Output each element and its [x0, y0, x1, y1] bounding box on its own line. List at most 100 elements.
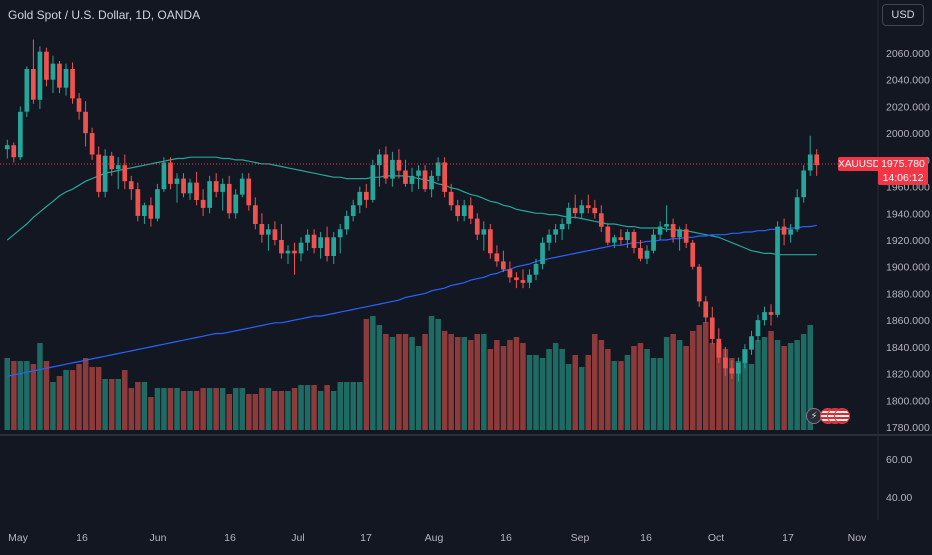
candle — [501, 250, 506, 273]
x-tick-label: 16 — [500, 532, 512, 544]
volume-bar — [219, 388, 226, 430]
volume-bar — [735, 361, 742, 430]
volume-bar — [761, 337, 768, 430]
volume-bar — [624, 355, 631, 430]
x-tick-label: Aug — [425, 532, 444, 544]
candle — [585, 194, 591, 214]
candle — [344, 210, 350, 235]
volume-bar — [742, 349, 748, 430]
candle — [155, 183, 160, 222]
volume-bar — [585, 355, 591, 430]
candle — [488, 224, 493, 259]
x-tick-label: 16 — [224, 532, 236, 544]
y-tick-label: 1880.000 — [886, 288, 930, 300]
y-tick-label: 1800.000 — [886, 395, 930, 407]
x-tick-label: 16 — [640, 532, 652, 544]
volume-bar — [304, 385, 311, 430]
last-price-value: 1975.780 — [881, 158, 925, 170]
candle — [651, 229, 656, 254]
us-flag-icon[interactable] — [834, 408, 850, 424]
chart-title: Gold Spot / U.S. Dollar, 1D, OANDA — [8, 8, 201, 22]
volume-bar — [233, 388, 239, 430]
y-tick-label: 2060.000 — [886, 48, 930, 60]
candle — [788, 224, 793, 243]
x-axis[interactable]: May 16 Jun 16 Jul 17 Aug 16 Sep 16 Oct 17 Nov — [8, 532, 867, 544]
volume-bar — [344, 382, 350, 430]
candle — [533, 258, 539, 281]
candle — [18, 106, 23, 160]
x-tick-label: 17 — [782, 532, 794, 544]
y-tick-label: 2040.000 — [886, 75, 930, 87]
candle — [579, 199, 585, 219]
candle — [135, 182, 141, 222]
candle — [670, 218, 676, 243]
volume-bar — [703, 322, 709, 430]
volume-bar — [807, 325, 813, 430]
volume-bar — [193, 391, 200, 430]
candle — [442, 157, 447, 198]
candle — [337, 224, 343, 254]
currency-button[interactable]: USD — [882, 4, 924, 26]
candle — [468, 197, 474, 224]
y-tick-label: 2000.000 — [886, 128, 930, 140]
candle — [690, 240, 696, 270]
volume-bar — [76, 364, 82, 430]
volume-bar — [337, 382, 343, 430]
volume-bar — [637, 343, 644, 430]
candle — [572, 194, 578, 219]
candle — [749, 330, 754, 355]
candle — [259, 213, 265, 243]
volume-bar — [676, 340, 683, 430]
candle — [213, 173, 219, 198]
volume-bar — [239, 388, 245, 430]
y-tick-label: 1780.000 — [886, 422, 930, 434]
volume-bar — [683, 346, 689, 430]
volume-bar — [24, 361, 30, 430]
y-axis[interactable]: 2060.0002040.0002020.0002000.0001980.000… — [886, 48, 930, 504]
candle — [801, 165, 806, 203]
candle — [370, 159, 376, 203]
x-tick-label: Oct — [708, 532, 724, 544]
candle — [520, 269, 526, 289]
volume-bar — [598, 340, 605, 430]
volume-bar — [774, 340, 781, 430]
candle — [70, 62, 75, 104]
volume-bar — [226, 394, 232, 430]
volume-bar — [500, 346, 507, 430]
candle — [37, 46, 43, 110]
candle — [631, 229, 637, 254]
candle — [194, 171, 199, 206]
volume-bar — [618, 361, 624, 430]
candle — [187, 178, 193, 200]
volume-bar — [89, 367, 95, 430]
candle — [377, 149, 382, 187]
volume-bar — [37, 343, 43, 430]
volume-bar — [690, 331, 696, 430]
volume-bar — [565, 364, 572, 430]
volume-bar — [441, 331, 448, 430]
candle — [128, 175, 134, 200]
event-markers[interactable]: ⚡ — [806, 408, 856, 426]
y-tick-label: 40.00 — [886, 492, 912, 504]
volume-bar — [592, 334, 598, 430]
candle — [709, 306, 715, 345]
y-tick-label: 1820.000 — [886, 369, 930, 381]
volume-bar — [487, 349, 494, 430]
candle — [455, 199, 460, 222]
candle — [83, 101, 88, 147]
volume-bar — [206, 388, 213, 430]
x-tick-label: 17 — [360, 532, 372, 544]
volume-bar — [154, 388, 161, 430]
candle — [181, 173, 186, 198]
y-tick-label: 1940.000 — [886, 208, 930, 220]
volume-bar — [611, 361, 618, 430]
volume-bar — [428, 316, 435, 430]
candle — [677, 226, 682, 251]
candle — [44, 47, 49, 87]
candle — [279, 224, 284, 259]
x-tick-label: May — [8, 532, 29, 544]
candle — [168, 157, 173, 190]
candle — [396, 149, 402, 179]
volume-bar — [507, 340, 513, 430]
